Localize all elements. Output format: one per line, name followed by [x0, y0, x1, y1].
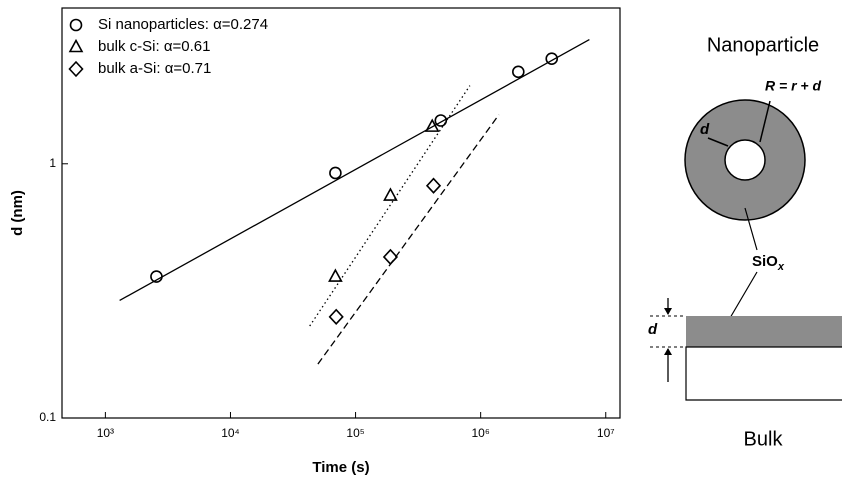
radius-label: R = r + d	[765, 78, 821, 94]
marker	[382, 248, 399, 266]
arrow-head	[664, 308, 672, 315]
marker	[424, 118, 440, 132]
legend-marker	[68, 38, 84, 53]
marker	[545, 52, 559, 66]
y-tick-label: 1	[49, 156, 56, 170]
y-tick-label: 0.1	[39, 410, 56, 424]
marker	[434, 114, 448, 127]
diagram-title: Nanoparticle	[707, 34, 819, 56]
oxide-text: SiO	[752, 253, 778, 270]
arrow-head	[664, 348, 672, 355]
oxide-pointer	[744, 207, 758, 251]
radius-arrow	[759, 100, 771, 143]
fit-line	[317, 114, 500, 365]
marker	[383, 187, 398, 201]
x-axis-label: Time (s)	[312, 459, 369, 476]
plot-frame	[61, 7, 621, 419]
fit-line	[309, 85, 471, 327]
legend-marker	[68, 60, 84, 78]
marker	[328, 268, 343, 282]
oxide-label: SiOx	[752, 253, 785, 273]
x-tick-label: 10³	[97, 426, 114, 440]
x-tick-label: 10⁷	[597, 426, 615, 440]
fit-line	[119, 39, 590, 302]
oxide-layer	[686, 316, 842, 347]
diagram-bottom-title: Bulk	[744, 428, 784, 450]
bulk-block	[685, 346, 842, 401]
shell-label: d	[700, 121, 710, 138]
diagram: Nanoparticle R = r + d d SiOx d Bulk	[648, 34, 842, 450]
marker	[150, 270, 163, 283]
marker	[425, 177, 442, 194]
y-axis-label: d (nm)	[9, 190, 26, 236]
oxide-subscript: x	[777, 261, 785, 273]
shell-arrow	[707, 137, 729, 147]
core	[724, 139, 766, 181]
legend-marker	[69, 18, 83, 32]
legend-label: bulk c-Si: α=0.61	[98, 38, 210, 55]
legend-label: bulk a-Si: α=0.71	[98, 60, 211, 77]
marker	[512, 65, 525, 79]
x-tick-label: 10⁵	[346, 426, 364, 440]
x-tick-label: 10⁴	[221, 426, 240, 440]
x-tick-label: 10⁶	[472, 426, 490, 440]
layer-label: d	[648, 321, 658, 338]
oxide-pointer	[729, 271, 758, 319]
marker	[328, 308, 344, 326]
marker	[329, 166, 342, 180]
legend-label: Si nanoparticles: α=0.274	[98, 16, 268, 33]
